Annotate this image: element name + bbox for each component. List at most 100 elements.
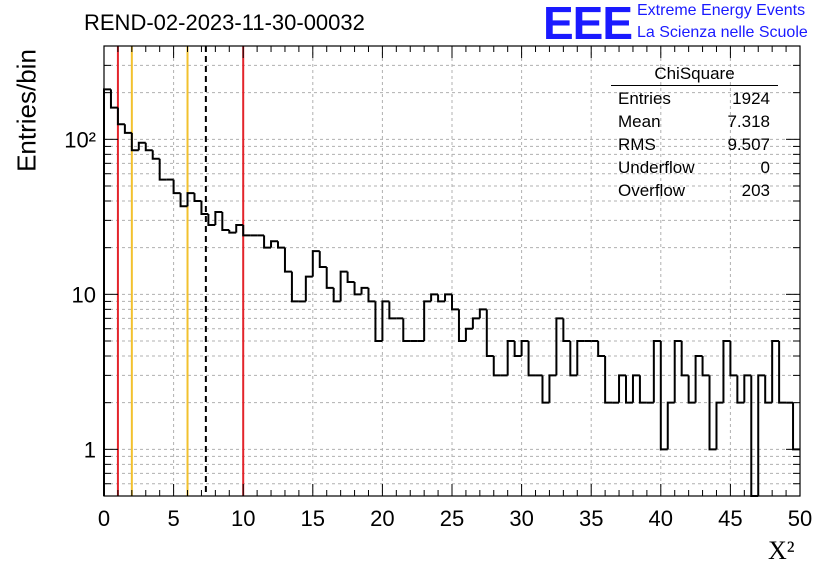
histogram-bin (736, 375, 745, 404)
histogram-bin (151, 150, 160, 160)
histogram-bin (527, 340, 536, 377)
histogram-bin (263, 235, 272, 249)
histogram-bin (618, 374, 626, 403)
stats-row-rms: RMS 9.507 (611, 133, 778, 156)
histogram-bin (214, 210, 223, 226)
x-tick-label: 15 (301, 506, 325, 531)
histogram-bin (179, 193, 188, 208)
histogram-bin (764, 375, 773, 404)
histogram-bin (346, 271, 355, 284)
histogram-bin (116, 107, 125, 126)
x-tick-label: 10 (231, 506, 255, 531)
y-tick-label: 1 (84, 437, 96, 462)
x-tick-label: 50 (788, 506, 812, 531)
histogram-bin (158, 158, 167, 181)
stats-row-mean: Mean 7.318 (611, 110, 778, 133)
histogram-bin (402, 318, 411, 342)
logo-caption-1: Extreme Energy Events (637, 2, 806, 19)
x-axis-label: X² (768, 536, 795, 565)
stats-value: 7.318 (727, 112, 770, 131)
histogram-bin (186, 192, 195, 207)
histogram-bin (235, 224, 244, 233)
histogram-bin (708, 375, 717, 451)
marker-lines (116, 46, 245, 496)
x-tick-label: 30 (509, 506, 533, 531)
histogram-bin (451, 294, 459, 311)
stats-row-entries: Entries 1924 (611, 87, 778, 110)
stats-box: ChiSquare Entries 1924 Mean 7.318 RMS 9.507… (611, 64, 778, 202)
x-tick-label: 5 (167, 506, 179, 531)
histogram-bin (743, 374, 752, 403)
histogram-bin (270, 240, 278, 248)
histogram-bin (437, 294, 446, 303)
histogram-bin (638, 375, 647, 404)
stats-value: 0 (760, 158, 770, 177)
histogram-bin (277, 241, 285, 249)
x-tick-label: 0 (98, 506, 110, 531)
histogram-bin (485, 309, 494, 358)
histogram-bin (666, 401, 675, 450)
histogram-bin (471, 317, 480, 329)
histogram-bin (548, 374, 557, 403)
histogram-bin (228, 230, 237, 234)
histogram-bin (771, 339, 780, 403)
y-tick-label: 10² (64, 127, 96, 152)
histogram-bin (325, 267, 334, 289)
histogram-bin (597, 340, 606, 358)
histogram-bin (750, 375, 759, 497)
histogram-bin (103, 88, 111, 496)
histogram-bin (520, 339, 529, 357)
y-axis-label: Entries/bin (11, 49, 42, 172)
histogram-bin (290, 271, 299, 303)
histogram-bin (332, 287, 341, 303)
histogram-bin (311, 250, 320, 277)
histogram-bin (555, 317, 564, 376)
histogram-bin (444, 293, 452, 302)
histogram-bin (137, 141, 146, 151)
histogram-bin (541, 375, 550, 404)
histogram-bin (144, 142, 153, 152)
histogram (103, 88, 800, 497)
x-tick-label: 20 (370, 506, 394, 531)
histogram-bin (360, 286, 369, 295)
stats-value: 203 (741, 181, 770, 200)
histogram-bin (652, 339, 661, 403)
histogram-bin (457, 309, 466, 342)
x-tick-label: 40 (649, 506, 673, 531)
histogram-bin (778, 340, 787, 404)
histogram-bin (464, 327, 473, 341)
histogram-bin (569, 340, 578, 377)
histogram-bin (757, 374, 766, 496)
histogram-bin (687, 375, 696, 404)
histogram-bin (506, 339, 515, 376)
stats-label: RMS (618, 135, 656, 154)
histogram-bin (701, 356, 710, 377)
histogram-bin (123, 124, 132, 134)
stats-label: Entries (618, 89, 671, 108)
x-tick-label: 35 (579, 506, 603, 531)
eee-logo: EEE (543, 0, 633, 49)
axis-ticks: 0 5 10 15 20 25 30 35 40 45 50 1 10 10² (64, 45, 812, 531)
histogram-bin (722, 339, 731, 403)
histogram-bin (200, 201, 209, 215)
histogram-bin (381, 300, 390, 341)
histogram-bin (430, 293, 439, 302)
histogram-bin (353, 282, 362, 296)
histogram-bin (130, 132, 139, 152)
histogram-bin (367, 287, 376, 303)
histogram-bin (318, 251, 327, 269)
stats-title: ChiSquare (611, 64, 778, 86)
histogram-bin (562, 318, 571, 342)
histogram-bin (625, 375, 633, 404)
histogram-bin (283, 247, 292, 273)
chart-title: REND-02-2023-11-30-00032 (84, 10, 365, 35)
histogram-bin (193, 193, 202, 203)
x-tick-label: 25 (440, 506, 464, 531)
histogram-bin (492, 356, 501, 377)
histogram-bin (304, 275, 313, 302)
stats-row-overflow: Overflow 203 (611, 179, 778, 202)
stats-value: 1924 (732, 89, 770, 108)
histogram-bin (576, 339, 585, 376)
histogram-bin (374, 301, 383, 342)
